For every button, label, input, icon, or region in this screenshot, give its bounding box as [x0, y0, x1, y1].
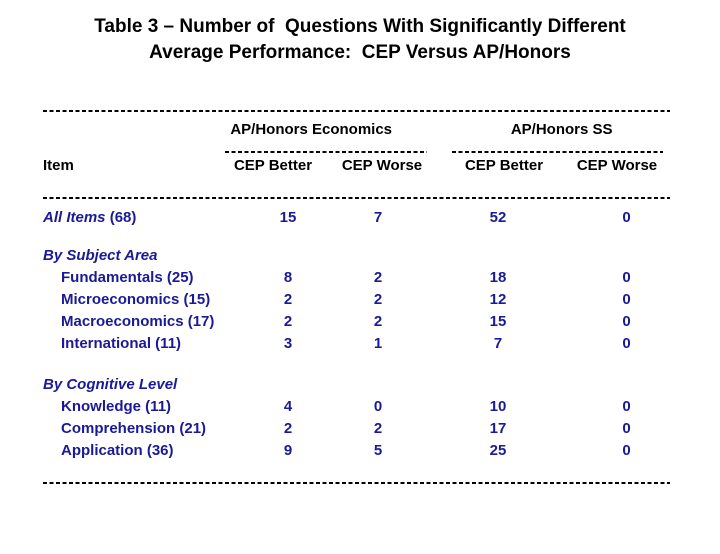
- value-cell: 0: [622, 442, 631, 459]
- row-label: Comprehension (21): [61, 420, 207, 437]
- row-count: (68): [105, 209, 137, 226]
- value-cell: 5: [373, 442, 383, 459]
- row-count: (11): [151, 335, 182, 352]
- value-cell: 2: [373, 420, 383, 437]
- divider-ss-group: [452, 151, 663, 153]
- column-header-cep-better-econ: CEP Better: [233, 157, 313, 174]
- value-cell: 4: [283, 398, 293, 415]
- value-cell: 9: [283, 442, 293, 459]
- row-label: Fundamentals (25): [61, 269, 194, 286]
- group-header-economics: AP/Honors Economics: [230, 121, 393, 138]
- value-cell: 0: [622, 209, 631, 226]
- divider-economics-group: [225, 151, 427, 153]
- value-cell: 7: [373, 209, 383, 226]
- row-label: By Cognitive Level: [43, 376, 178, 393]
- value-cell: 2: [283, 291, 293, 308]
- value-cell: 0: [622, 398, 631, 415]
- title-line-1: Table 3 – Number of Questions With Signi…: [94, 16, 626, 37]
- row-label: By Subject Area: [43, 247, 158, 264]
- value-cell: 3: [283, 335, 293, 352]
- results-table: AP/Honors Economics AP/Honors SS Item CE…: [43, 110, 670, 484]
- value-cell: 8: [283, 269, 293, 286]
- table-row-by-subject-area: By Subject Area: [43, 245, 670, 267]
- group-header-ss: AP/Honors SS: [510, 121, 613, 138]
- divider-header: [43, 197, 670, 199]
- row-count: (36): [142, 442, 174, 459]
- column-header-row: Item CEP Better CEP Worse CEP Better CEP…: [43, 155, 670, 177]
- value-cell: 2: [373, 269, 383, 286]
- slide: Table 3 – Number of Questions With Signi…: [0, 14, 720, 554]
- table-body: All Items (68) 15 7 52 0 By Subject Area Funda…: [43, 207, 670, 462]
- divider-bottom: [43, 482, 670, 484]
- value-cell: 15: [489, 313, 507, 330]
- table-row-comprehension: Comprehension (21) 2 2 17 0: [43, 418, 670, 440]
- group-underline-row: [43, 151, 670, 153]
- group-header-row: AP/Honors Economics AP/Honors SS: [43, 119, 670, 141]
- table-row-application: Application (36) 9 5 25 0: [43, 440, 670, 462]
- value-cell: 25: [489, 442, 507, 459]
- value-cell: 2: [373, 313, 383, 330]
- row-label: All Items (68): [43, 209, 137, 226]
- table-row-macroeconomics: Macroeconomics (17) 2 2 15 0: [43, 311, 670, 333]
- table-row-international: International (11) 3 1 7 0: [43, 333, 670, 355]
- row-label: Knowledge (11): [61, 398, 172, 415]
- column-header-item: Item: [43, 157, 74, 174]
- value-cell: 15: [279, 209, 297, 226]
- table-row-all-items: All Items (68) 15 7 52 0: [43, 207, 670, 229]
- row-count: (21): [175, 420, 207, 437]
- value-cell: 0: [373, 398, 383, 415]
- column-header-cep-worse-ss: CEP Worse: [576, 157, 658, 174]
- table-row-fundamentals: Fundamentals (25) 8 2 18 0: [43, 267, 670, 289]
- value-cell: 2: [283, 313, 293, 330]
- row-count: (25): [162, 269, 194, 286]
- value-cell: 0: [622, 313, 631, 330]
- value-cell: 12: [489, 291, 507, 308]
- value-cell: 52: [489, 209, 507, 226]
- value-cell: 7: [493, 335, 503, 352]
- table-row-by-cognitive-level: By Cognitive Level: [43, 374, 670, 396]
- table-row-knowledge: Knowledge (11) 4 0 10 0: [43, 396, 670, 418]
- value-cell: 17: [489, 420, 507, 437]
- row-label: Application (36): [61, 442, 174, 459]
- value-cell: 10: [489, 398, 507, 415]
- row-label: Macroeconomics (17): [61, 313, 215, 330]
- value-cell: 0: [622, 335, 631, 352]
- value-cell: 0: [622, 269, 631, 286]
- column-header-cep-worse-econ: CEP Worse: [341, 157, 423, 174]
- row-count: (11): [141, 398, 172, 415]
- row-label: Microeconomics (15): [61, 291, 211, 308]
- row-label: International (11): [61, 335, 182, 352]
- value-cell: 1: [373, 335, 383, 352]
- value-cell: 2: [283, 420, 293, 437]
- column-header-cep-better-ss: CEP Better: [464, 157, 544, 174]
- divider-top: [43, 110, 670, 112]
- value-cell: 0: [622, 291, 631, 308]
- value-cell: 2: [373, 291, 383, 308]
- row-count: (17): [183, 313, 215, 330]
- slide-title: Table 3 – Number of Questions With Signi…: [0, 14, 720, 66]
- value-cell: 18: [489, 269, 507, 286]
- row-count: (15): [179, 291, 211, 308]
- title-line-2: Average Performance: CEP Versus AP/Honor…: [149, 42, 571, 63]
- table-row-microeconomics: Microeconomics (15) 2 2 12 0: [43, 289, 670, 311]
- value-cell: 0: [622, 420, 631, 437]
